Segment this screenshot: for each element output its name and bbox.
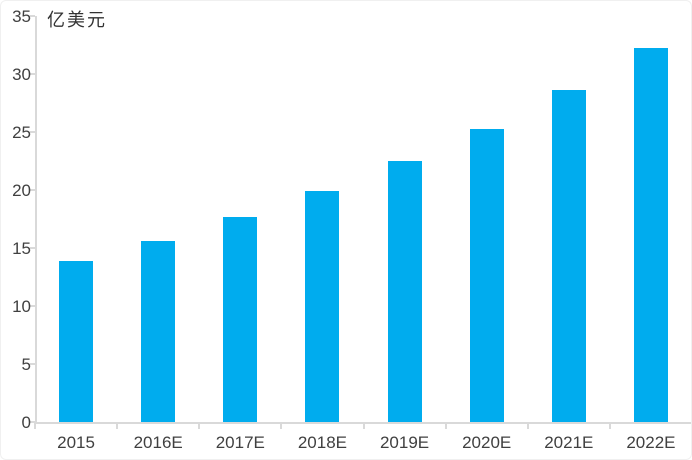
x-tick-mark [526, 422, 529, 429]
x-tick-mark [608, 422, 611, 429]
y-tick-label: 0 [21, 413, 31, 432]
bar-2017E [223, 216, 258, 422]
y-tick-mark [30, 189, 35, 191]
x-tick-label: 2018E [297, 433, 348, 452]
bar-2016E [141, 241, 176, 422]
y-tick-label: 5 [21, 355, 31, 374]
y-tick-label: 15 [12, 239, 31, 258]
x-tick-label: 2015 [57, 433, 95, 452]
y-tick-mark [30, 363, 35, 365]
y-tick-mark [30, 131, 35, 133]
x-tick-label: 2021E [544, 433, 594, 452]
y-tick-label: 35 [12, 7, 31, 26]
x-tick-mark [198, 422, 201, 429]
x-tick-mark [116, 422, 119, 429]
y-tick-mark [30, 421, 35, 423]
y-tick-label: 20 [12, 181, 31, 200]
bar-2020E [469, 128, 504, 422]
x-tick-label: 2020E [462, 433, 512, 452]
y-tick-label: 30 [12, 65, 31, 84]
x-tick-label: 2017E [215, 433, 265, 452]
y-tick-label: 25 [12, 123, 31, 142]
y-tick-mark [30, 247, 35, 249]
x-tick-mark [362, 422, 365, 429]
y-tick-mark [30, 15, 35, 17]
x-tick-mark [34, 422, 36, 429]
bar-2021E [551, 90, 586, 422]
bar-2015 [59, 260, 94, 422]
x-tick-label: 2019E [379, 433, 430, 452]
bar-2018E [305, 191, 340, 422]
x-tick-label: 2016E [133, 433, 183, 452]
x-tick-label: 2022E [626, 433, 676, 452]
bar-2019E [387, 161, 422, 422]
y-tick-mark [30, 73, 35, 75]
y-axis-line [35, 16, 37, 422]
x-tick-mark [444, 422, 447, 429]
y-axis-unit-label: 亿美元 [47, 10, 107, 30]
x-tick-mark [280, 422, 283, 429]
bar-2022E [633, 48, 668, 422]
y-tick-mark [30, 305, 35, 307]
y-tick-label: 10 [12, 297, 31, 316]
